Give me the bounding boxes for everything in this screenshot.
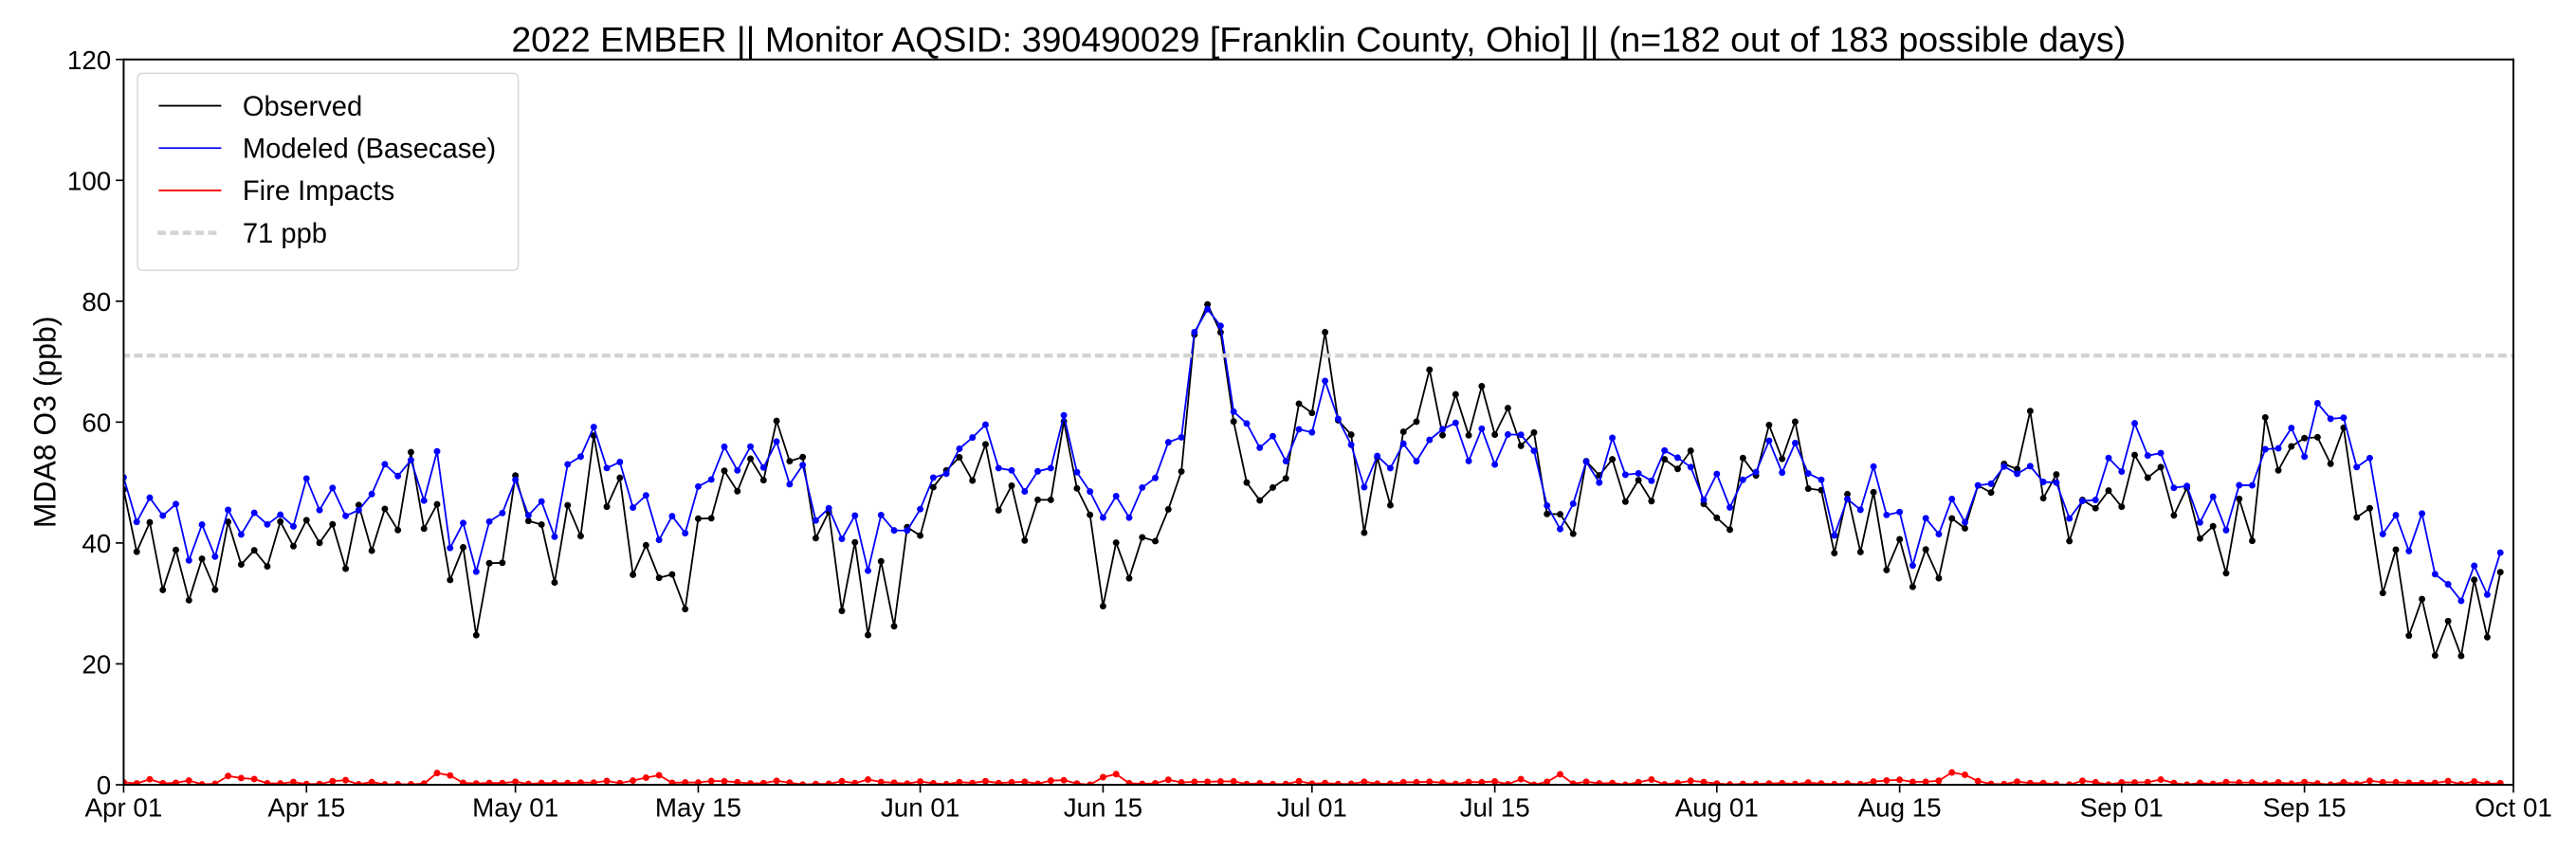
- svg-text:May 01: May 01: [472, 792, 558, 822]
- svg-text:71 ppb: 71 ppb: [243, 219, 327, 249]
- svg-text:Modeled (Basecase): Modeled (Basecase): [243, 134, 496, 164]
- svg-text:Fire Impacts: Fire Impacts: [243, 176, 394, 207]
- svg-text:100: 100: [67, 166, 111, 195]
- svg-text:Jun 01: Jun 01: [881, 792, 959, 822]
- svg-text:Apr 15: Apr 15: [267, 792, 345, 822]
- svg-text:Sep 15: Sep 15: [2263, 792, 2347, 822]
- svg-text:Jul 15: Jul 15: [1460, 792, 1530, 822]
- svg-text:2022 EMBER || Monitor AQSID: 3: 2022 EMBER || Monitor AQSID: 390490029 […: [511, 19, 2126, 59]
- svg-text:Jun 15: Jun 15: [1064, 792, 1142, 822]
- svg-text:MDA8 O3 (ppb): MDA8 O3 (ppb): [28, 317, 63, 529]
- svg-text:May 15: May 15: [655, 792, 741, 822]
- svg-text:Aug 01: Aug 01: [1675, 792, 1759, 822]
- svg-text:40: 40: [82, 529, 111, 558]
- svg-text:80: 80: [82, 287, 111, 317]
- svg-text:120: 120: [67, 45, 111, 75]
- svg-text:20: 20: [82, 650, 111, 680]
- svg-text:Sep 01: Sep 01: [2080, 792, 2164, 822]
- svg-text:60: 60: [82, 408, 111, 437]
- svg-text:Oct 01: Oct 01: [2475, 792, 2552, 822]
- svg-text:Observed: Observed: [243, 92, 362, 122]
- svg-text:Aug 15: Aug 15: [1858, 792, 1942, 822]
- svg-text:Jul 01: Jul 01: [1277, 792, 1347, 822]
- svg-text:0: 0: [97, 771, 111, 800]
